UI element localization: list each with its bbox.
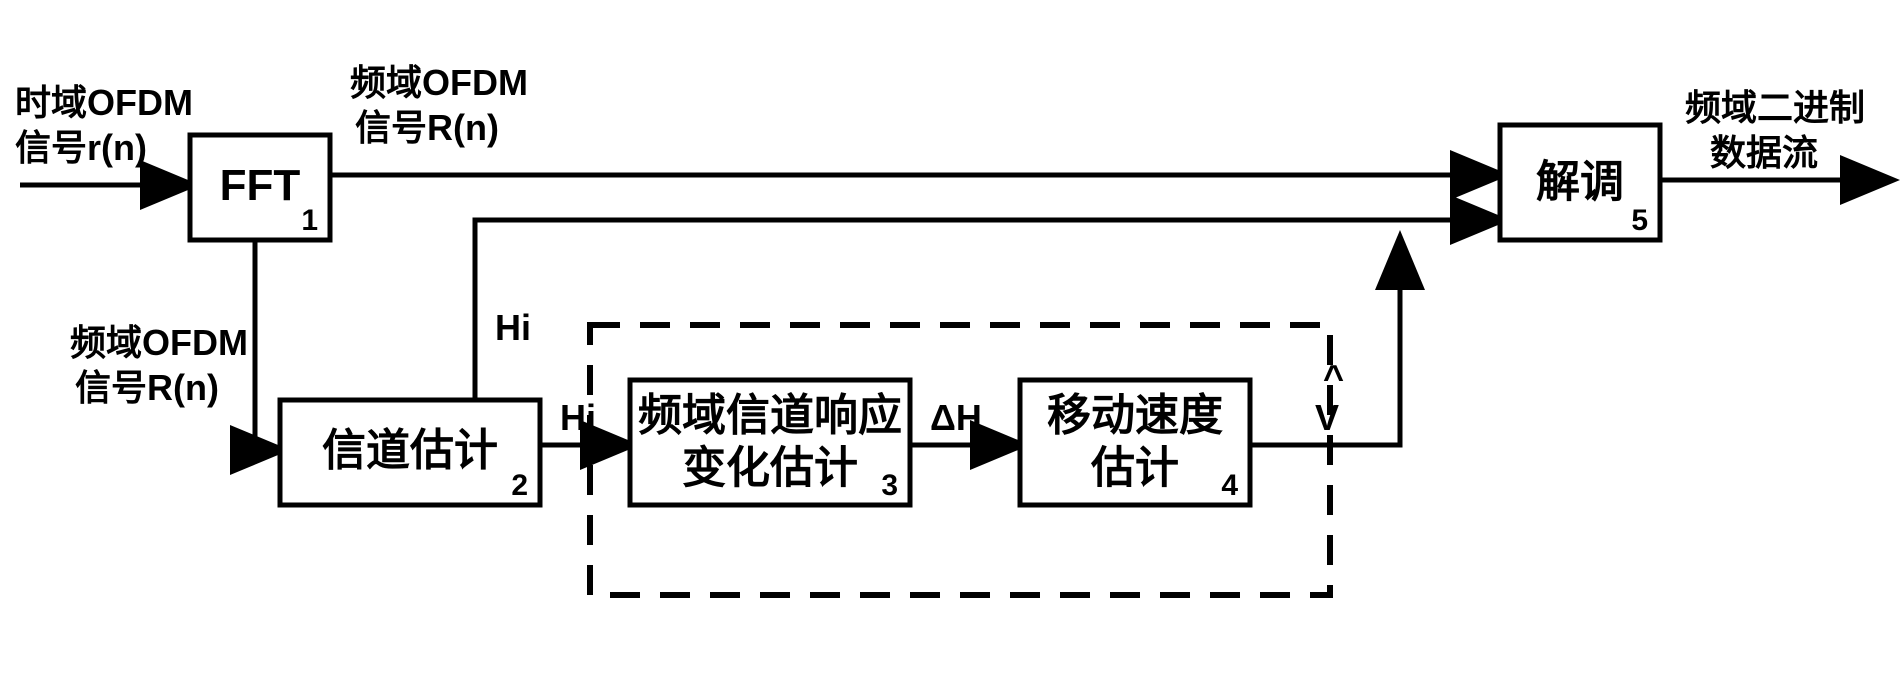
label-mid-top: 频域OFDM: [350, 62, 528, 103]
label-vhat-v: V: [1315, 397, 1339, 438]
label-input-bot: 信号r(n): [15, 127, 147, 168]
node-resp-index: 3: [881, 469, 898, 502]
node-fft-label: FFT: [220, 161, 301, 210]
label-leftdown-top: 频域OFDM: [70, 322, 248, 363]
node-speed-label2: 估计: [1090, 444, 1179, 493]
edge-chest-demod: [475, 220, 1500, 400]
label-hi-right: Hi: [560, 397, 596, 438]
label-vhat-hat: ^: [1323, 357, 1344, 398]
edge-fft-chest: [255, 240, 280, 450]
node-resp-label2: 变化估计: [682, 444, 858, 493]
label-mid-bot: 信号R(n): [355, 107, 499, 148]
label-output-bot: 数据流: [1710, 132, 1818, 173]
node-demod-label: 解调: [1536, 157, 1624, 206]
node-demod-index: 5: [1631, 204, 1648, 237]
node-speed-label1: 移动速度: [1047, 391, 1223, 440]
node-chest-label: 信道估计: [322, 426, 498, 475]
node-speed-index: 4: [1221, 469, 1238, 502]
node-resp-label1: 频域信道响应: [638, 391, 902, 440]
label-input-top: 时域OFDM: [15, 82, 193, 123]
label-output-top: 频域二进制: [1685, 87, 1865, 128]
label-leftdown-bot: 信号R(n): [75, 367, 219, 408]
block-diagram: FFT1 信道估计 2 频域信道响应变化估计 3 移动速度估计 4 解调5 时域OFDM信号r(…: [0, 0, 1903, 674]
node-chest-index: 2: [511, 469, 528, 502]
node-fft-index: 1: [301, 204, 318, 237]
label-hi-up: Hi: [495, 307, 531, 348]
label-delta-h: ΔH: [930, 397, 982, 438]
